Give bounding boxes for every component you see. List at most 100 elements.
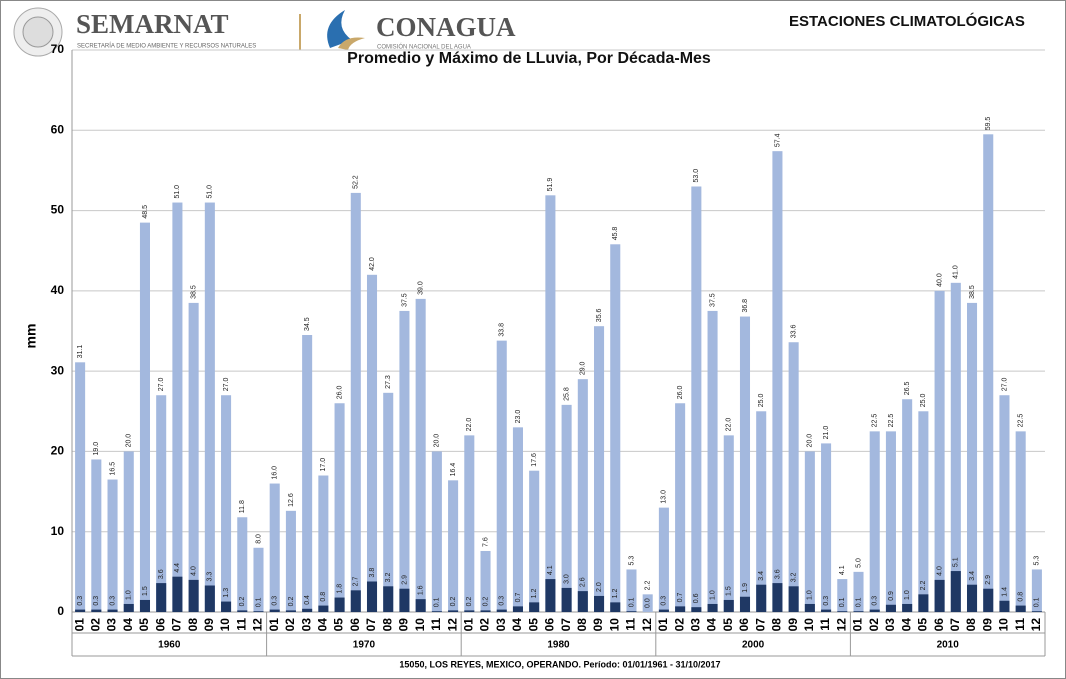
bar [902, 399, 913, 612]
value-label: 35.6 [596, 308, 603, 322]
value-label: 1.8 [336, 584, 343, 594]
bar [545, 579, 556, 612]
value-label: 0.3 [93, 596, 100, 606]
value-label: 20.0 [126, 434, 133, 448]
value-label: 0.2 [239, 597, 246, 607]
bar [366, 581, 378, 612]
value-label: 4.1 [547, 565, 554, 575]
value-label: 52.2 [353, 175, 360, 189]
value-label: 16.4 [450, 463, 457, 477]
bar [139, 222, 151, 612]
bar [172, 202, 183, 613]
value-label: 16.5 [109, 462, 116, 476]
bar [123, 603, 134, 612]
x-tick-label: 06 [932, 618, 946, 632]
value-label: 25.8 [563, 387, 570, 401]
bar [966, 584, 978, 612]
x-tick-label: 09 [980, 618, 994, 632]
value-label: 40.0 [936, 273, 943, 287]
value-label: 1.0 [709, 590, 716, 600]
x-tick-label: 04 [705, 618, 719, 632]
value-label: 17.0 [320, 458, 327, 472]
bar [610, 602, 621, 612]
bar [999, 395, 1010, 612]
x-tick-label: 07 [948, 618, 962, 632]
bar [610, 244, 621, 612]
value-label: 0.0 [645, 598, 652, 608]
y-tick-label: 30 [51, 363, 65, 377]
bar [269, 609, 280, 612]
value-label: 39.0 [418, 281, 425, 295]
value-label: 0.8 [1018, 592, 1025, 602]
y-tick-label: 40 [51, 283, 65, 297]
value-label: 8.0 [255, 534, 262, 544]
bar [75, 362, 86, 612]
x-tick-label: 11 [429, 618, 443, 631]
x-tick-label: 11 [624, 618, 638, 631]
x-tick-label: 12 [251, 618, 265, 632]
x-tick-label: 12 [834, 618, 848, 632]
value-label: 0.2 [450, 597, 457, 607]
bar [302, 335, 313, 612]
group-label: 2000 [742, 640, 765, 651]
bar [869, 609, 880, 612]
x-tick-label: 07 [170, 618, 184, 632]
chart-title: Promedio y Máximo de LLuvia, Por Década-… [347, 50, 711, 67]
value-label: 4.4 [174, 563, 181, 573]
value-label: 4.0 [190, 566, 197, 576]
x-tick-label: 02 [478, 618, 492, 632]
semarnat-logo [13, 7, 63, 57]
bar [950, 571, 961, 612]
x-tick-label: 02 [867, 618, 881, 632]
bar [464, 610, 475, 612]
value-label: 26.0 [677, 386, 684, 400]
value-label: 0.8 [320, 592, 327, 602]
bar [918, 594, 929, 612]
value-label: 0.1 [255, 597, 262, 607]
y-tick-label: 50 [51, 203, 65, 217]
value-label: 25.0 [920, 394, 927, 408]
value-label: 0.9 [888, 591, 895, 601]
x-tick-label: 05 [721, 618, 735, 632]
value-label: 1.4 [1001, 587, 1008, 597]
value-label: 3.6 [774, 569, 781, 579]
bar [480, 610, 491, 612]
y-tick-label: 70 [51, 42, 65, 56]
bar [253, 611, 264, 612]
bar [139, 599, 151, 612]
value-label: 23.0 [515, 410, 522, 424]
x-tick-label: 01 [851, 618, 865, 632]
value-label: 0.2 [466, 597, 473, 607]
x-tick-label: 08 [575, 618, 589, 632]
value-label: 2.9 [401, 575, 408, 585]
x-tick-label: 04 [121, 618, 135, 632]
value-label: 1.5 [726, 586, 733, 596]
y-tick-label: 10 [51, 524, 65, 538]
x-tick-label: 12 [445, 618, 459, 632]
value-label: 2.0 [596, 582, 603, 592]
value-label: 31.1 [77, 345, 84, 359]
bar [448, 610, 459, 612]
value-label: 57.4 [774, 133, 781, 147]
bar [885, 431, 896, 612]
bar [626, 611, 637, 612]
value-label: 0.3 [823, 596, 830, 606]
value-label: 27.0 [1001, 377, 1008, 391]
x-tick-label: 06 [348, 618, 362, 632]
value-label: 1.2 [612, 589, 619, 599]
bar [788, 342, 799, 612]
y-axis-label: mm [23, 324, 39, 349]
value-label: 48.5 [142, 205, 149, 219]
bar [399, 310, 410, 612]
value-label: 1.5 [142, 586, 149, 596]
value-label: 5.1 [953, 557, 960, 567]
bar [950, 282, 961, 612]
bar [204, 202, 215, 613]
value-label: 13.0 [661, 490, 668, 504]
bar [107, 609, 118, 612]
value-label: 2.2 [920, 580, 927, 590]
bar [983, 134, 994, 613]
bar [902, 603, 913, 612]
bar [837, 611, 848, 612]
value-label: 0.7 [677, 593, 684, 603]
